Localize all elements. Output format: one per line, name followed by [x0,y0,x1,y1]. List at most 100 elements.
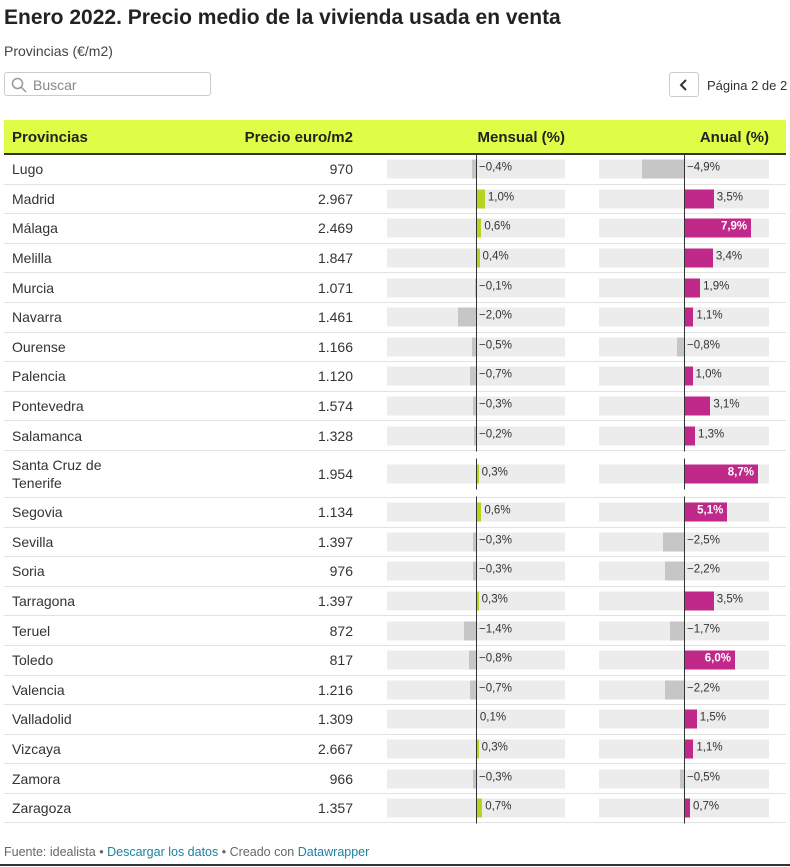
bar [476,218,482,238]
bar [473,769,476,789]
footer: Fuente: idealista • Descargar los datos … [4,845,369,859]
value-label: 0,1% [479,711,507,724]
value-label: −0,7% [479,682,512,695]
bar [458,307,476,327]
created-with: Creado con [229,845,295,859]
table-row: Vizcaya 2.667 0,3% 1,1% [4,733,786,765]
province: Tarragona [12,593,76,610]
bar [665,561,684,581]
zero-line [684,526,685,558]
bar [684,189,714,209]
value-label: −0,3% [479,398,512,411]
bar-track: 1,1% [599,301,769,333]
value-label: 0,3% [481,466,508,479]
value-label: 1,1% [696,741,723,754]
bar-track: −1,4% [387,615,565,647]
bar [463,621,476,641]
province: Lugo [12,161,44,178]
zero-line [684,390,685,422]
search-box[interactable]: Buscar [4,72,211,96]
zero-line [684,301,685,333]
value-label: −0,5% [479,339,512,352]
table-row: Málaga 2.469 0,6% 7,9% [4,212,786,244]
value-label: −0,8% [687,339,720,352]
value-label: −0,5% [687,771,720,784]
table-row: Valladolid 1.309 0,1% 1,5% [4,703,786,735]
bar [665,680,684,700]
bar-track: −2,0% [387,301,565,333]
bar [684,218,752,238]
bar-track: 1,0% [599,360,769,392]
zero-line [476,360,477,392]
value-label: −2,0% [479,309,512,322]
title: Enero 2022. Precio medio de la vivienda … [4,6,561,29]
value-label: −4,9% [687,161,720,174]
price: 1.216 [317,681,353,698]
bar [684,798,690,818]
bar-track: 0,7% [387,792,565,824]
zero-line [684,458,685,490]
search-icon [11,77,27,93]
bar-track: 1,3% [599,420,769,452]
table-row: Pontevedra 1.574 −0,3% 3,1% [4,390,786,422]
zero-line [684,585,685,617]
chevron-icon [679,79,687,91]
value-label: −1,7% [687,623,720,636]
bar-track: 3,5% [599,585,769,617]
price: 1.461 [317,309,353,326]
price: 872 [329,622,353,639]
price: 1.166 [317,338,353,355]
subtitle: Provincias (€/m2) [4,43,113,59]
prev-page-button[interactable] [669,72,699,97]
bar-track: 7,9% [599,212,769,244]
price: 1.574 [317,398,353,415]
value-label: 1,0% [695,368,722,381]
province: Salamanca [12,427,83,444]
table-row: Navarra 1.461 −2,0% 1,1% [4,301,786,333]
bar-track: 0,3% [387,733,565,765]
bar-track: 1,5% [599,703,769,735]
bar [684,464,758,484]
table: Provincias Precio euro/m2 Mensual (%) An… [4,120,786,824]
value-label: 0,3% [481,741,508,754]
download-link[interactable]: Descargar los datos [107,845,219,859]
bar [684,591,714,611]
bar [642,159,684,179]
column-header: Mensual (%) [477,129,565,146]
zero-line [684,615,685,647]
value-label: −0,7% [479,368,512,381]
zero-line [476,615,477,647]
price: 2.967 [317,190,353,207]
table-row: Zamora 966 −0,3% −0,5% [4,763,786,795]
value-label: −0,3% [479,534,512,547]
zero-line [476,792,477,824]
table-row: Tarragona 1.397 0,3% 3,5% [4,585,786,617]
price: 1.397 [317,533,353,550]
zero-line [476,212,477,244]
bar-track: 3,5% [599,183,769,215]
table-row: Valencia 1.216 −0,7% −2,2% [4,674,786,706]
province: Palencia [12,368,66,385]
zero-line [684,420,685,452]
province: Madrid [12,190,55,207]
bar [469,366,476,386]
zero-line [476,763,477,795]
price: 2.667 [317,740,353,757]
province: Valencia [12,681,65,698]
value-label: −0,4% [479,161,512,174]
bar-track: 5,1% [599,496,769,528]
province: Toledo [12,652,54,669]
bar [677,337,684,357]
bar [474,426,476,446]
bar [476,464,479,484]
tool-link[interactable]: Datawrapper [297,845,370,859]
table-row: Ourense 1.166 −0,5% −0,8% [4,331,786,363]
value-label: 7,9% [720,220,748,233]
bar-track: −0,5% [599,763,769,795]
value-label: 1,9% [703,280,730,293]
province: Segovia [12,504,63,521]
bar [684,396,711,416]
value-label: 5,1% [697,504,724,517]
zero-line [684,360,685,392]
